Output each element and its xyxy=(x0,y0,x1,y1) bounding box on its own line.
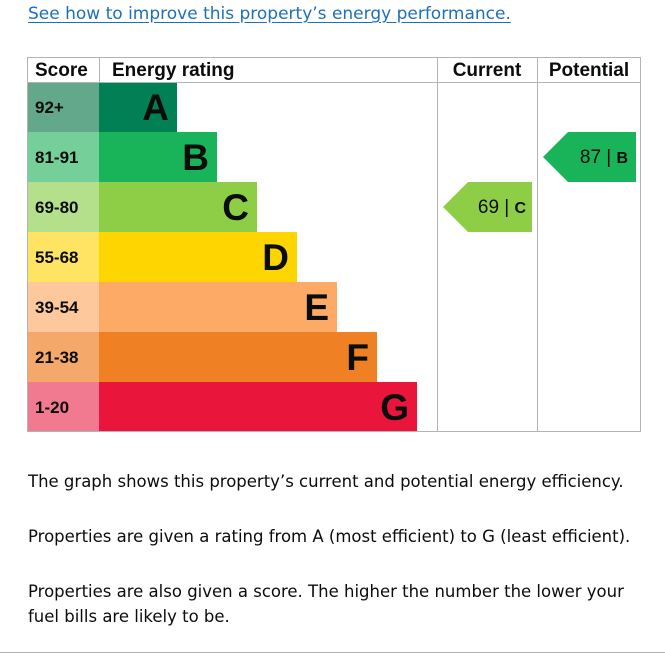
rating-explanation-text: Properties are given a rating from A (mo… xyxy=(28,527,631,546)
score-range-cell-f xyxy=(27,332,99,382)
rating-letter-f: F xyxy=(346,337,369,378)
chart-grid xyxy=(27,57,641,432)
score-range-cell-e xyxy=(27,282,99,332)
rating-bar-f xyxy=(99,332,377,382)
score-range-label-a: 92+ xyxy=(35,98,64,117)
rating-bar-d xyxy=(99,232,297,282)
graph-explanation-text: The graph shows this property’s current … xyxy=(28,472,624,491)
rating-letter-d: D xyxy=(262,237,289,278)
score-range-cell-a xyxy=(27,82,99,132)
score-range-cell-c xyxy=(27,182,99,232)
chart-headers: Score Energy rating Current Potential xyxy=(35,60,629,81)
score-range-cell-g xyxy=(27,382,99,432)
improve-energy-performance-link[interactable]: See how to improve this property’s energ… xyxy=(28,4,511,24)
potential-rating-label: 87 | B xyxy=(580,147,628,168)
score-range-cell-b xyxy=(27,132,99,182)
header-energy-rating: Energy rating xyxy=(112,60,234,81)
score-explanation-text: Properties are also given a score. The h… xyxy=(28,582,624,626)
chart-border xyxy=(27,57,641,432)
rating-letter-b: B xyxy=(182,137,209,178)
section-divider xyxy=(0,652,665,653)
score-range-label-e: 39-54 xyxy=(35,298,79,317)
rating-bar-a xyxy=(99,82,177,132)
score-range-label-g: 1-20 xyxy=(35,398,69,417)
rating-letter-a: A xyxy=(142,87,169,128)
rating-bar-e xyxy=(99,282,337,332)
header-current: Current xyxy=(453,60,522,81)
header-score: Score xyxy=(35,60,88,81)
potential-rating-arrow xyxy=(543,132,636,182)
rating-bar-c xyxy=(99,182,257,232)
rating-letter-c: C xyxy=(222,187,249,228)
current-rating-label: 69 | C xyxy=(478,197,527,218)
score-range-label-b: 81-91 xyxy=(35,148,78,167)
score-range-label-c: 69-80 xyxy=(35,198,78,217)
energy-rating-chart: 92+ A81-91 B69-80 C55-68 D39-54 E21-38 F1-20 G … xyxy=(27,57,641,432)
rating-bar-b xyxy=(99,132,217,182)
rating-arrows: 69 | C 87 | B xyxy=(443,132,636,232)
current-rating-arrow xyxy=(443,182,532,232)
score-range-label-d: 55-68 xyxy=(35,248,78,267)
score-range-label-f: 21-38 xyxy=(35,348,78,367)
rating-bands: 92+ A 81-91 B 69-80 C 55-68 D 39-54 E 21-38 F 1-20 G xyxy=(27,82,417,432)
score-range-cell-d xyxy=(27,232,99,282)
header-potential: Potential xyxy=(549,60,629,81)
rating-letter-e: E xyxy=(304,287,329,328)
rating-letter-g: G xyxy=(380,387,409,428)
rating-bar-g xyxy=(99,382,417,432)
